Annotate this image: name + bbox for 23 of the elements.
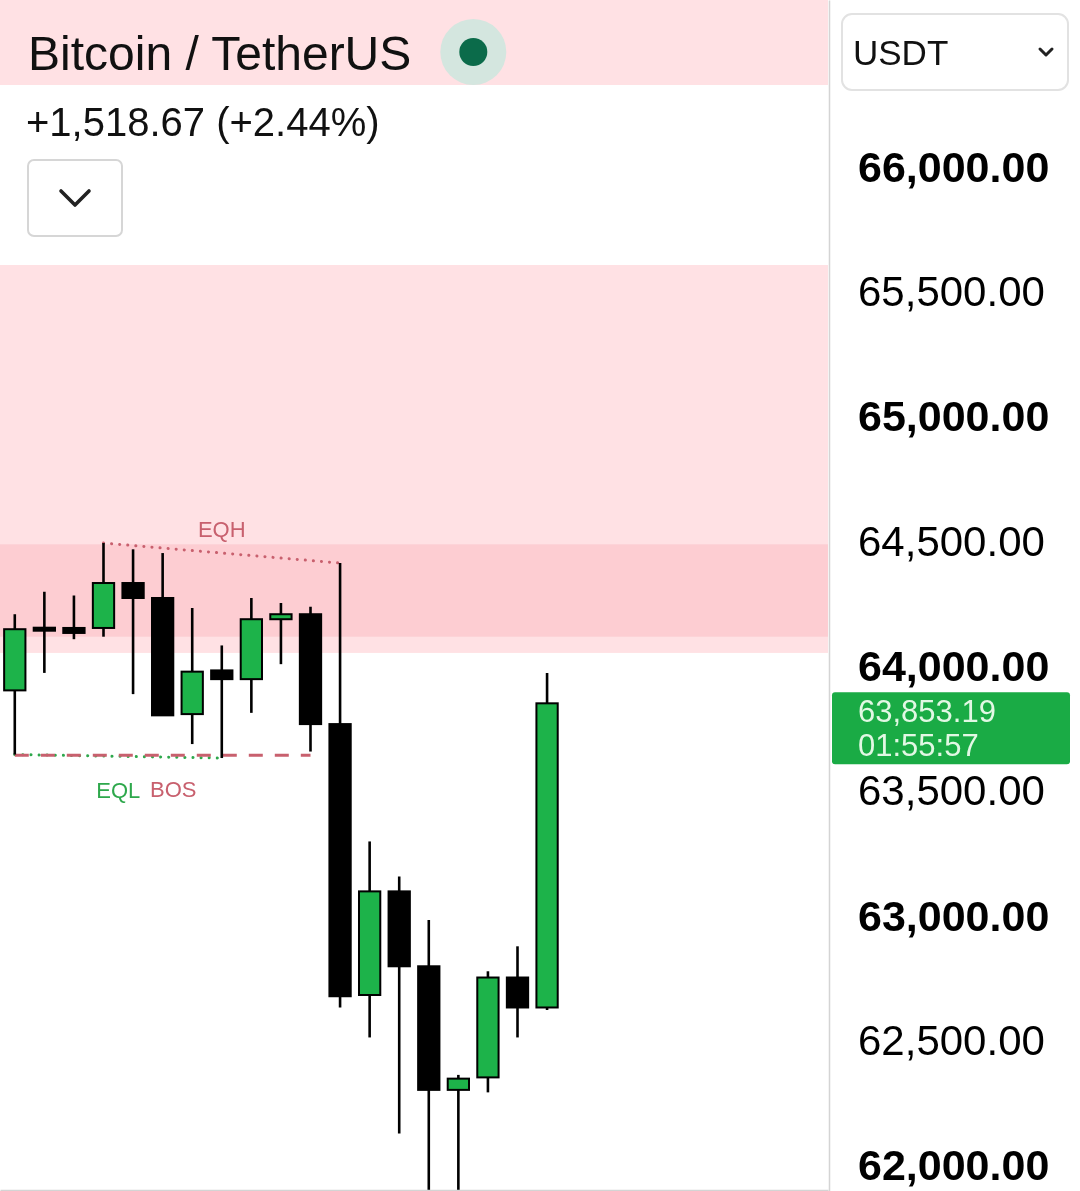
y-tick-label: 65,000.00 <box>858 392 1050 441</box>
y-tick-label: 66,000.00 <box>858 142 1050 191</box>
candlestick <box>32 590 56 675</box>
series-label: EQL <box>96 777 141 803</box>
text: 01:55:57 <box>858 727 979 763</box>
series-label: BOS <box>150 776 197 802</box>
candlestick <box>62 594 86 641</box>
text: +1,518.67 (+2.44%) <box>26 100 380 144</box>
y-tick-label: 64,500.00 <box>858 517 1045 565</box>
text: Bitcoin / TetherUS <box>28 26 412 80</box>
candlestick <box>210 644 234 760</box>
y-tick-label: 62,000.00 <box>858 1141 1050 1190</box>
y-tick-label: 65,500.00 <box>858 268 1045 316</box>
y-tick-label: 63,000.00 <box>858 891 1050 940</box>
candlestick <box>269 601 293 666</box>
y-tick-label: 64,000.00 <box>858 641 1050 690</box>
series-label: EQH <box>197 516 246 542</box>
line-series <box>102 541 342 565</box>
candlestick <box>121 548 145 696</box>
text: USDT <box>853 32 949 72</box>
y-tick-label: 62,500.00 <box>858 1017 1045 1065</box>
text: 63,853.19 <box>858 693 996 729</box>
y-tick-label: 63,500.00 <box>858 767 1045 815</box>
